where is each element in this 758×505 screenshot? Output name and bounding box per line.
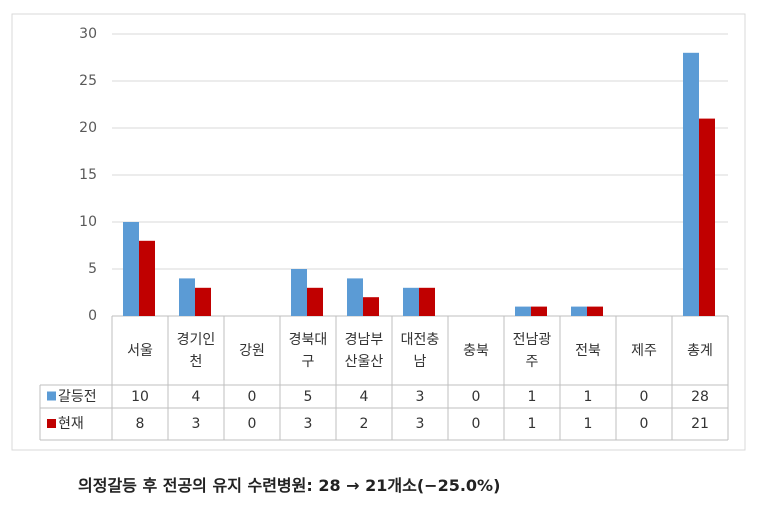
- bar: [571, 306, 587, 316]
- table-value: 3: [191, 416, 201, 432]
- table-value: 3: [415, 416, 425, 432]
- table-value: 0: [247, 388, 257, 405]
- table-value: 0: [471, 416, 481, 432]
- table-value: 3: [415, 388, 425, 405]
- bar: [683, 52, 699, 317]
- table-value: 1: [527, 416, 537, 432]
- table-value: 5: [303, 388, 313, 405]
- category-label: 경남부산울산: [344, 331, 384, 370]
- table-value: 0: [639, 388, 649, 405]
- chart-frame: [11, 13, 746, 451]
- table-value: 1: [583, 388, 593, 405]
- y-tick-label: 20: [79, 120, 97, 136]
- category-label: 서울: [127, 342, 153, 359]
- table-value: 10: [131, 388, 149, 405]
- table-value: 1: [527, 388, 537, 405]
- legend-swatch: [47, 419, 56, 428]
- bar: [307, 287, 323, 316]
- table-value: 4: [359, 388, 369, 405]
- table-value: 0: [471, 388, 481, 405]
- category-label: 충북: [463, 342, 489, 359]
- bar: [139, 240, 155, 316]
- bar: [419, 287, 435, 316]
- bar: [291, 269, 307, 316]
- category-label: 경북대구: [288, 331, 328, 370]
- bar: [347, 278, 363, 316]
- legend-label: 현재: [58, 416, 84, 432]
- table-value: 1: [583, 416, 593, 432]
- bar: [123, 222, 139, 316]
- table-value: 2: [359, 416, 369, 432]
- bar: [699, 118, 715, 316]
- bar: [179, 278, 195, 316]
- bar: [363, 297, 379, 316]
- category-label: 제주: [631, 342, 657, 359]
- bar: [587, 306, 603, 316]
- bar: [515, 306, 531, 316]
- y-tick-label: 15: [79, 167, 97, 183]
- bar: [403, 287, 419, 316]
- category-label: 대전충남: [400, 331, 440, 370]
- table-value: 4: [191, 388, 201, 405]
- y-tick-label: 30: [79, 26, 97, 42]
- bar: [195, 287, 211, 316]
- category-label: 전북: [575, 342, 601, 359]
- table-value: 0: [247, 416, 257, 432]
- y-tick-label: 0: [88, 308, 97, 324]
- y-tick-label: 25: [79, 73, 97, 89]
- legend-label: 갈등전: [58, 388, 97, 405]
- legend-swatch: [47, 391, 56, 401]
- y-tick-label: 10: [79, 214, 97, 230]
- category-label: 전남광주: [512, 331, 552, 370]
- category-label: 총계: [687, 342, 713, 359]
- category-label: 경기인천: [176, 331, 216, 370]
- table-value: 0: [639, 416, 649, 432]
- table-value: 28: [691, 388, 709, 405]
- table-value: 8: [135, 416, 145, 432]
- bar: [531, 306, 547, 316]
- table-value: 3: [303, 416, 313, 432]
- caption: 의정갈등 후 전공의 유지 수련병원: 28 → 21개소(−25.0%): [78, 476, 501, 495]
- category-label: 강원: [239, 342, 265, 359]
- y-tick-label: 5: [88, 261, 97, 277]
- table-value: 21: [691, 416, 709, 432]
